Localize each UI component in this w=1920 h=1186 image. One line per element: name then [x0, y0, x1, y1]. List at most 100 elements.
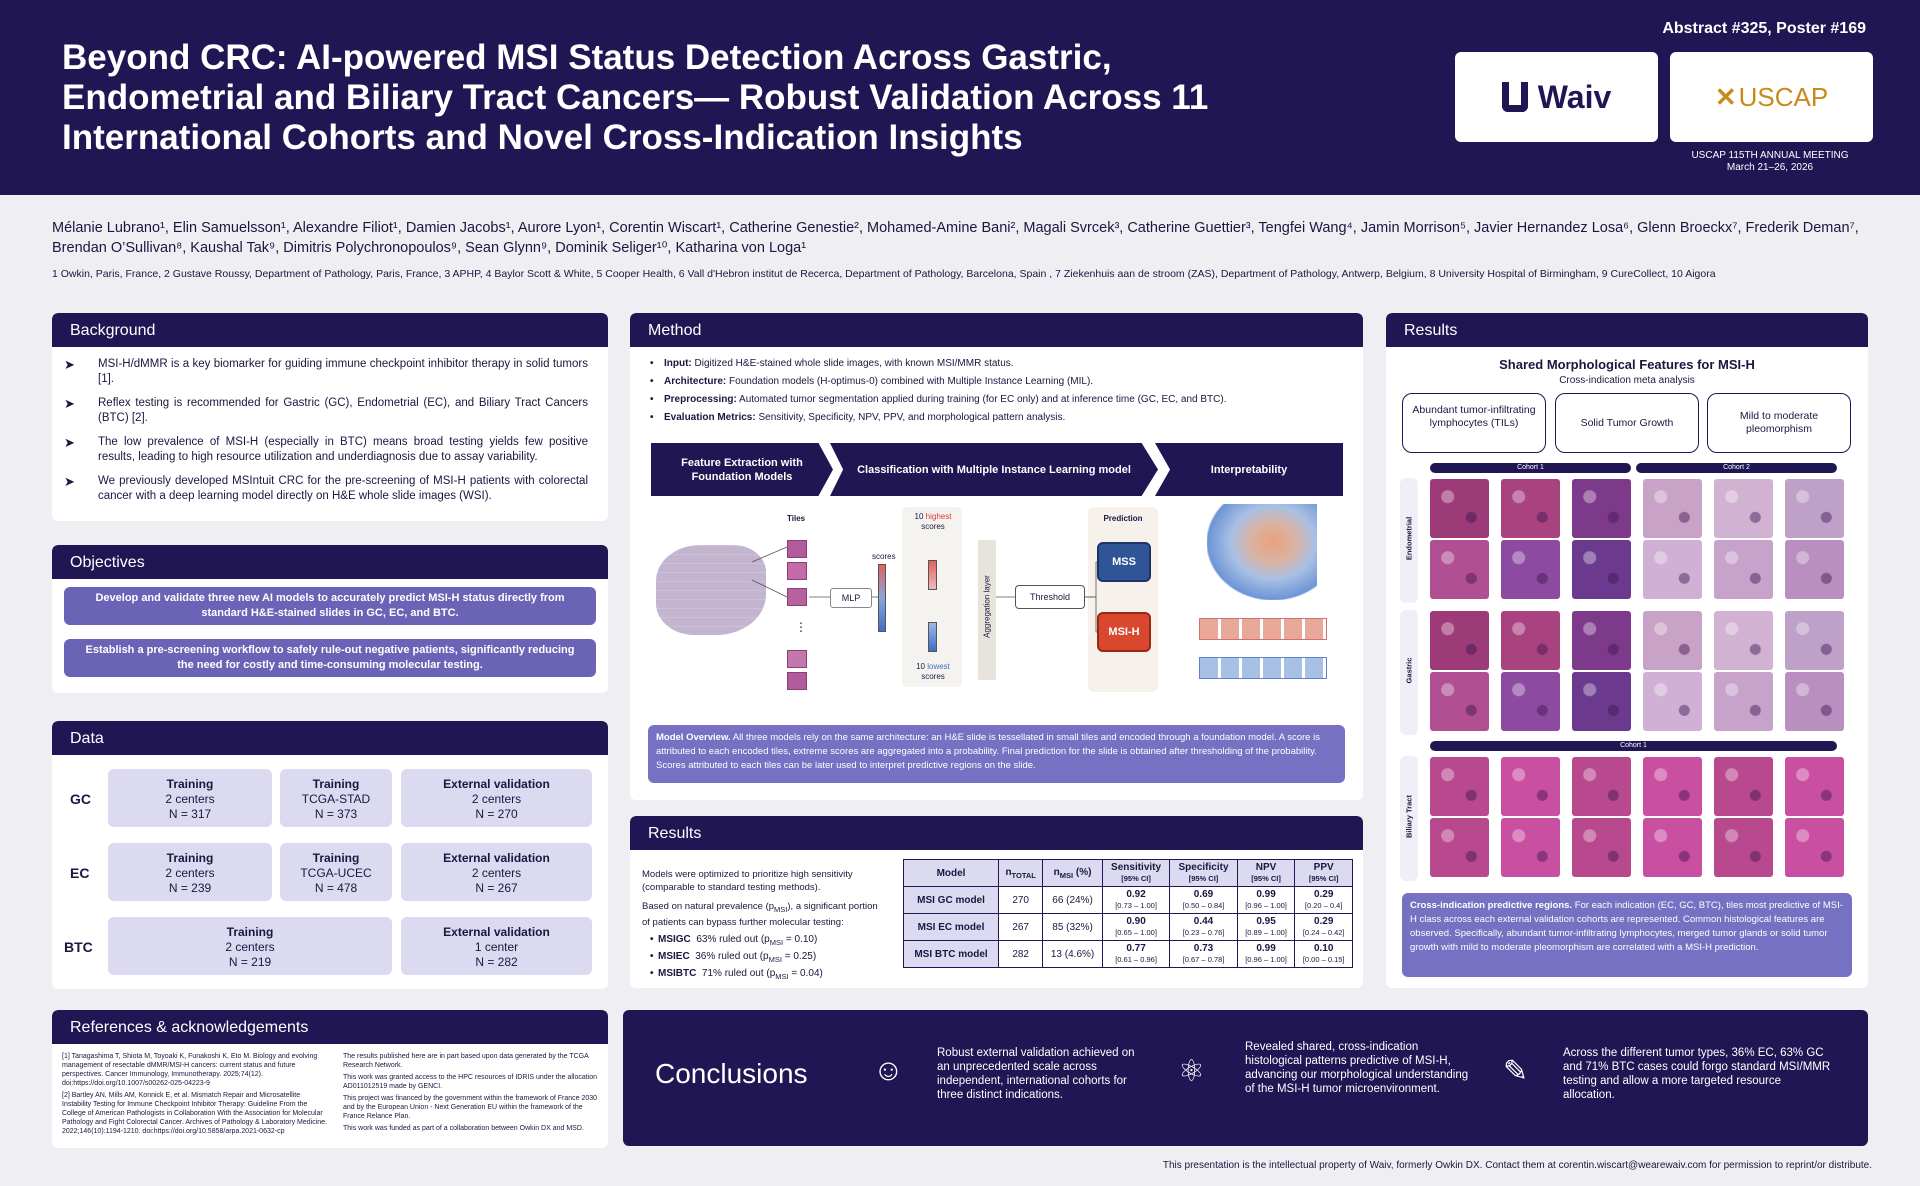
histology-tile-image: [1643, 479, 1702, 538]
results-right-card: Results Shared Morphological Features fo…: [1386, 313, 1868, 988]
acknowledgement-item: This work was funded as part of a collab…: [342, 1125, 584, 1132]
performance-table: Model nTOTAL nMSI (%) Sensitivity [95% CI…: [902, 859, 1353, 968]
histology-tile-image: [1430, 818, 1489, 877]
background-card: Background ➤ MSI-H/dMMR is a key biomarke…: [52, 313, 608, 521]
histology-tile-image: [1714, 540, 1773, 599]
cohort1-bar: Cohort 1: [1430, 463, 1631, 473]
more-tiles-dots: ⋮: [795, 620, 807, 634]
btc-training-box: Training 2 centers N = 219: [108, 917, 392, 975]
document-edit-icon: ✎: [1503, 1055, 1529, 1088]
histology-tile-image: [1785, 672, 1844, 731]
mlp-box: MLP: [830, 588, 872, 608]
lowest-scores-label: 10 lowest scores: [916, 662, 950, 681]
histology-tile-image: [1714, 757, 1773, 816]
conclusion-item: Revealed shared, cross-indication histol…: [1245, 1041, 1469, 1095]
cohort1-btc-bar: Cohort 1: [1430, 741, 1837, 751]
row-label-ec: EC: [70, 865, 90, 881]
high-score-tiles-strip: [1199, 618, 1327, 640]
data-card: Data GC Training 2 centers N = 317 Trainin…: [52, 721, 608, 989]
histology-tile-image: [1714, 672, 1773, 731]
histology-tile-image: [1572, 540, 1631, 599]
objective-item: Develop and validate three new AI models…: [64, 587, 596, 625]
table-row: MSI EC model 267 85 (32%) 0.90 [0.65 – 1.…: [902, 913, 1353, 941]
tile-image: [787, 540, 807, 558]
histology-tile-image: [1501, 757, 1560, 816]
score-column: [878, 564, 886, 632]
ruled-out-item: MSIBTC 71% ruled out (pMSI = 0.04): [642, 967, 882, 984]
waiv-mark-icon: [1501, 82, 1528, 112]
head-brain-icon: ☺: [873, 1054, 904, 1087]
poster-title: Beyond CRC: AI-powered MSI Status Detect…: [62, 38, 1209, 157]
footer-notice: This presentation is the intellectual pr…: [1162, 1160, 1872, 1171]
step-mil-classification: Classification with Multiple Instance Le…: [830, 443, 1158, 496]
morph-title: Shared Morphological Features for MSI-H: [1499, 357, 1755, 372]
step-feature-extraction: Feature Extraction with Foundation Model…: [651, 443, 833, 496]
histology-tile-image: [1572, 757, 1631, 816]
method-heading: Method: [630, 313, 1363, 347]
method-bullet: Evaluation Metrics: Sensitivity, Specifi…: [642, 411, 1351, 425]
histology-tile-image: [1501, 540, 1560, 599]
wsi-slide-image: [656, 545, 766, 635]
method-bullet: Architecture: Foundation models (H-optim…: [642, 375, 1351, 389]
method-diagram: Tiles ⋮ MLP scores 10 highest scores 10 l…: [651, 502, 1351, 692]
uscap-logo: ✕ USCAP: [1670, 52, 1873, 142]
histology-tile-image: [1643, 540, 1702, 599]
threshold-box: Threshold: [1015, 585, 1085, 609]
affiliations: 1 Owkin, Paris, France, 2 Gustave Roussy…: [52, 268, 1716, 280]
histology-tile-image: [1572, 672, 1631, 731]
gc-training-box: Training 2 centers N = 317: [108, 769, 272, 827]
background-heading: Background: [52, 313, 608, 347]
ranked-scores-panel: [902, 507, 962, 687]
histology-tile-image: [1501, 611, 1560, 670]
table-row: MSI GC model 270 66 (24%) 0.92 [0.73 – 1.…: [902, 886, 1353, 914]
conclusions-title: Conclusions: [655, 1058, 808, 1089]
cohort2-bar: Cohort 2: [1636, 463, 1837, 473]
feature-pleomorphism: Mild to moderate pleomorphism: [1707, 393, 1851, 453]
background-item: ➤ The low prevalence of MSI-H (especially…: [64, 435, 588, 463]
header-banner: Beyond CRC: AI-powered MSI Status Detect…: [0, 0, 1920, 195]
tiles-label: Tiles: [787, 514, 806, 523]
msih-prediction: MSI-H: [1097, 612, 1151, 652]
tile-image: [787, 650, 807, 668]
scores-label: scores: [872, 552, 896, 561]
tile-image: [787, 672, 807, 690]
method-bullet: Input: Digitized H&E-stained whole slide…: [642, 357, 1351, 371]
histology-tile-image: [1430, 672, 1489, 731]
histology-tile-image: [1430, 757, 1489, 816]
tile-image: [787, 562, 807, 580]
conclusions-banner: Conclusions ☺ Robust external validation…: [623, 1010, 1868, 1146]
histology-tile-image: [1643, 757, 1702, 816]
objective-item: Establish a pre-screening workflow to sa…: [64, 639, 596, 677]
authors: Mélanie Lubrano¹, Elin Samuelsson¹, Alex…: [52, 220, 1859, 256]
histology-tile-image: [1785, 611, 1844, 670]
prediction-label: Prediction: [1103, 514, 1143, 523]
ruled-out-item: MSIGC 63% ruled out (pMSI = 0.10): [642, 933, 882, 950]
method-bullet: Preprocessing: Automated tumor segmentat…: [642, 393, 1351, 407]
results-mid-card: Results Models were optimized to priorit…: [630, 816, 1363, 988]
histology-tile-image: [1572, 479, 1631, 538]
gc-validation-box: External validation 2 centers N = 270: [401, 769, 592, 827]
reference-item: [1] Tanagashima T, Shiota M, Toyoaki K, …: [62, 1053, 318, 1087]
conclusion-item: Robust external validation achieved on a…: [937, 1047, 1135, 1101]
histology-tile-image: [1785, 818, 1844, 877]
row-label-gc: GC: [70, 791, 91, 807]
highest-scores-bar: [928, 560, 937, 590]
predictive-regions-note: Cross-indication predictive regions. For…: [1402, 893, 1852, 977]
histology-tile-image: [1572, 611, 1631, 670]
abstract-number: Abstract #325, Poster #169: [1662, 20, 1866, 37]
histology-tile-image: [1785, 757, 1844, 816]
histology-tile-image: [1643, 672, 1702, 731]
histology-tile-image: [1501, 672, 1560, 731]
step-interpretability: Interpretability: [1155, 443, 1343, 496]
prediction-panel: [1088, 507, 1158, 692]
gc-tcga-box: Training TCGA-STAD N = 373: [280, 769, 392, 827]
heatmap-image: [1207, 504, 1317, 600]
histology-tile-image: [1572, 818, 1631, 877]
histology-tile-image: [1714, 818, 1773, 877]
results-right-heading: Results: [1386, 313, 1868, 347]
row-label-gastric: Gastric: [1400, 610, 1418, 735]
histology-tile-image: [1501, 479, 1560, 538]
data-heading: Data: [52, 721, 608, 755]
table-header-row: Model nTOTAL nMSI (%) Sensitivity [95% CI…: [902, 859, 1353, 887]
references-card: References & acknowledgements [1] Tanaga…: [52, 1010, 608, 1148]
